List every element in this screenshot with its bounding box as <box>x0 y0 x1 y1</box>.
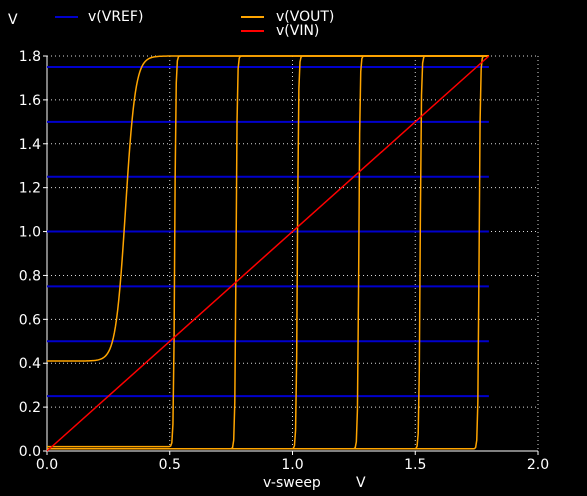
x-tick-label-1: 0.5 <box>159 457 181 473</box>
y-tick-label-4: 0.8 <box>19 268 41 284</box>
x-tick-label-2: 1.0 <box>281 457 303 473</box>
x-axis-unit: V <box>356 475 366 491</box>
y-tick-label-8: 1.6 <box>19 93 41 109</box>
y-tick-label-9: 1.8 <box>19 49 41 65</box>
y-tick-label-1: 0.2 <box>19 400 41 416</box>
legend-label-vout: v(VOUT) <box>276 9 334 25</box>
legend-label-vref: v(VREF) <box>88 9 143 25</box>
x-tick-label-4: 2.0 <box>527 457 549 473</box>
vout-curve-6 <box>47 55 489 450</box>
tick-labels: 0.0 0.5 1.0 1.5 2.0 0.0 0.2 0.4 0.6 0.8 1.0 1.2 1.4 1… <box>19 49 549 473</box>
y-tick-label-5: 1.0 <box>19 225 41 241</box>
y-tick-label-2: 0.4 <box>19 356 41 372</box>
y-tick-label-7: 1.4 <box>19 137 41 153</box>
series-group <box>46 55 490 452</box>
y-tick-label-0: 0.0 <box>19 444 41 460</box>
x-axis-label: v-sweep <box>263 475 321 491</box>
vin-line <box>46 55 490 452</box>
x-tick-label-0: 0.0 <box>36 457 58 473</box>
x-tick-label-3: 1.5 <box>404 457 426 473</box>
legend: v(VREF) v(VOUT) v(VIN) <box>55 9 334 39</box>
y-axis-unit: V <box>8 12 18 28</box>
legend-label-vin: v(VIN) <box>276 23 319 39</box>
y-tick-label-6: 1.2 <box>19 181 41 197</box>
y-tick-label-3: 0.6 <box>19 312 41 328</box>
